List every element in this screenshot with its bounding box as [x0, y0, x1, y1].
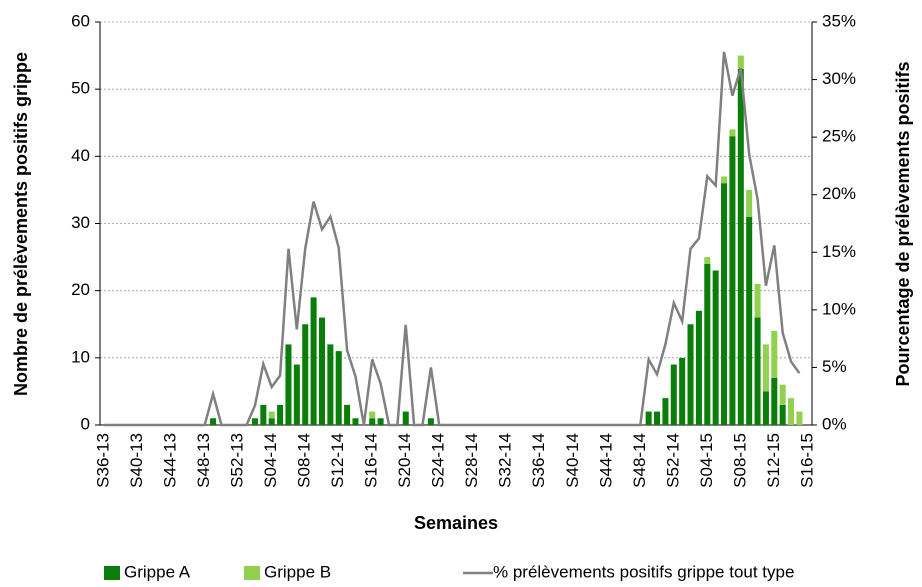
bar [712, 270, 719, 425]
y2-tick-label: 10% [822, 299, 856, 318]
bar [796, 411, 803, 425]
x-tick-label: S40-13 [127, 433, 146, 488]
legend-label: Grippe A [124, 562, 191, 581]
x-tick-label: S48-14 [630, 433, 649, 488]
bar [251, 418, 258, 425]
bar [721, 183, 728, 425]
x-tick-label: S44-13 [161, 433, 180, 488]
bar [335, 351, 342, 425]
bar [377, 418, 384, 425]
bar [327, 344, 334, 425]
x-tick-label: S52-13 [228, 433, 247, 488]
x-tick-label: S12-14 [328, 433, 347, 488]
y2-axis-title: Pourcentage de prélèvements positifs [893, 61, 913, 386]
y2-tick-label: 25% [822, 127, 856, 146]
x-tick-label: S16-15 [797, 433, 816, 488]
x-tick-label: S16-14 [362, 433, 381, 488]
x-tick-label: S36-14 [529, 433, 548, 488]
bar [679, 357, 686, 425]
bar [310, 297, 317, 425]
y2-tick-label: 30% [822, 69, 856, 88]
y-tick-label: 10 [71, 347, 90, 366]
bar [260, 404, 267, 425]
bar [762, 344, 769, 392]
x-tick-label: S52-14 [663, 433, 682, 488]
bar [779, 404, 786, 425]
x-tick-label: S12-15 [764, 433, 783, 488]
x-tick-label: S08-15 [730, 433, 749, 488]
x-axis-title: Semaines [414, 513, 498, 533]
bar [721, 176, 728, 184]
x-tick-label: S28-14 [462, 433, 481, 488]
x-tick-label: S36-13 [94, 433, 113, 488]
bar [285, 344, 292, 425]
bar [645, 411, 652, 425]
y2-tick-label: 5% [822, 357, 847, 376]
x-tick-label: S08-14 [295, 433, 314, 488]
bar [318, 317, 325, 425]
bar [352, 418, 359, 425]
bar [277, 404, 284, 425]
bar [754, 317, 761, 425]
x-tick-label: S20-14 [395, 433, 414, 488]
y-tick-label: 60 [71, 11, 90, 30]
legend-label: % prélèvements positifs grippe tout type [493, 562, 794, 581]
bar [729, 129, 736, 137]
bar [662, 398, 669, 425]
bar [293, 364, 300, 425]
bar [268, 411, 275, 419]
bar [268, 418, 275, 425]
legend-swatch [104, 566, 120, 580]
bar [746, 189, 753, 217]
bar [427, 418, 434, 425]
x-tick-label: S48-13 [194, 433, 213, 488]
bar [788, 398, 795, 425]
legend-label: Grippe B [264, 562, 331, 581]
line [104, 51, 801, 427]
bar [771, 330, 778, 378]
y-tick-label: 20 [71, 280, 90, 299]
y-axis-title: Nombre de prélèvements positifs grippe [11, 52, 31, 396]
bar [670, 364, 677, 425]
y2-tick-label: 0% [822, 414, 847, 433]
bar [704, 263, 711, 425]
bar [704, 257, 711, 264]
y-tick-label: 40 [71, 146, 90, 165]
bar [762, 391, 769, 425]
bar [687, 324, 694, 425]
x-tick-label: S44-14 [596, 433, 615, 488]
bar [737, 55, 744, 70]
bar [729, 136, 736, 425]
legend-swatch [244, 566, 260, 580]
bar [302, 324, 309, 425]
bar [737, 69, 744, 426]
bar [344, 404, 351, 425]
bar [654, 411, 661, 425]
x-tick-label: S04-14 [261, 433, 280, 488]
y-tick-label: 0 [81, 414, 90, 433]
y2-tick-label: 20% [822, 184, 856, 203]
bar [779, 384, 786, 405]
y-tick-label: 30 [71, 213, 90, 232]
bar [746, 216, 753, 425]
bar [369, 418, 376, 425]
y2-tick-label: 35% [822, 11, 856, 30]
bar [369, 411, 376, 419]
bar [754, 283, 761, 318]
x-tick-label: S04-15 [697, 433, 716, 488]
y2-tick-label: 15% [822, 242, 856, 261]
x-tick-label: S32-14 [496, 433, 515, 488]
bar [771, 377, 778, 425]
bar [402, 411, 409, 425]
y-tick-label: 50 [71, 79, 90, 98]
bar [210, 418, 217, 425]
x-tick-label: S40-14 [563, 433, 582, 488]
bar [695, 310, 702, 425]
x-tick-label: S24-14 [429, 433, 448, 488]
